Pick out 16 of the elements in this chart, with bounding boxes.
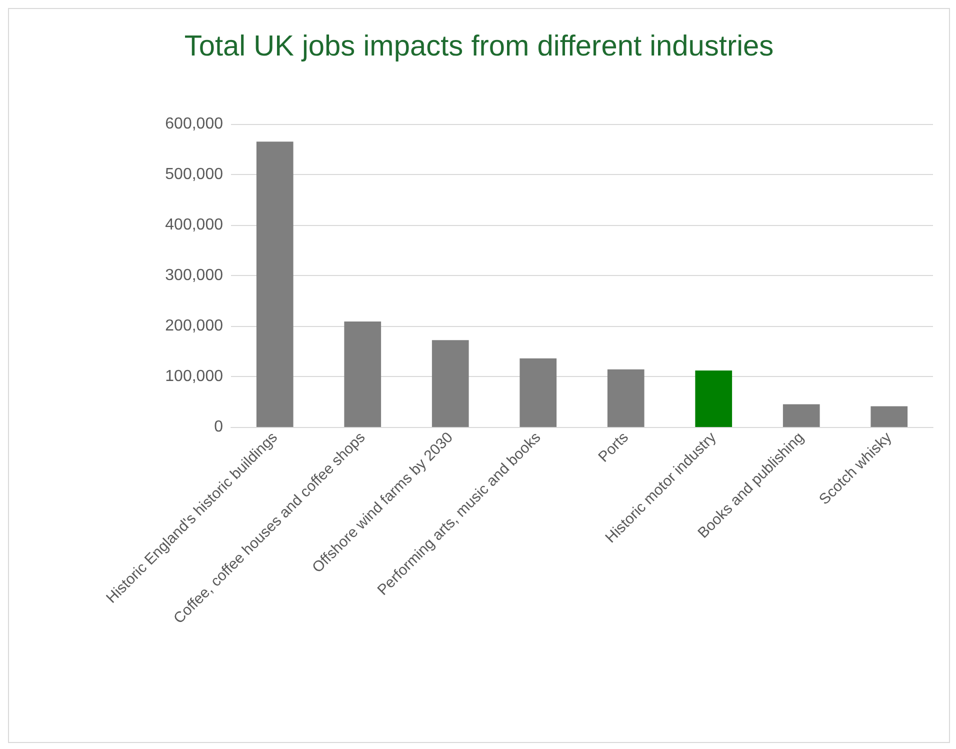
y-tick-label: 400,000 [165, 216, 224, 234]
bar [870, 406, 908, 427]
bar [256, 142, 294, 427]
bar [344, 321, 382, 427]
y-tick-label: 600,000 [165, 116, 224, 132]
y-tick-label: 0 [214, 418, 224, 436]
y-tick-label: 200,000 [165, 318, 224, 334]
chart-title: Total UK jobs impacts from different industries [184, 30, 774, 62]
y-tick-label: 500,000 [165, 166, 224, 183]
y-tick-label: 100,000 [165, 368, 224, 385]
bar [695, 370, 732, 427]
bar [607, 369, 644, 427]
y-tick-label: 300,000 [165, 267, 224, 284]
bar [520, 358, 557, 427]
bar [432, 340, 469, 427]
bar [782, 404, 820, 427]
